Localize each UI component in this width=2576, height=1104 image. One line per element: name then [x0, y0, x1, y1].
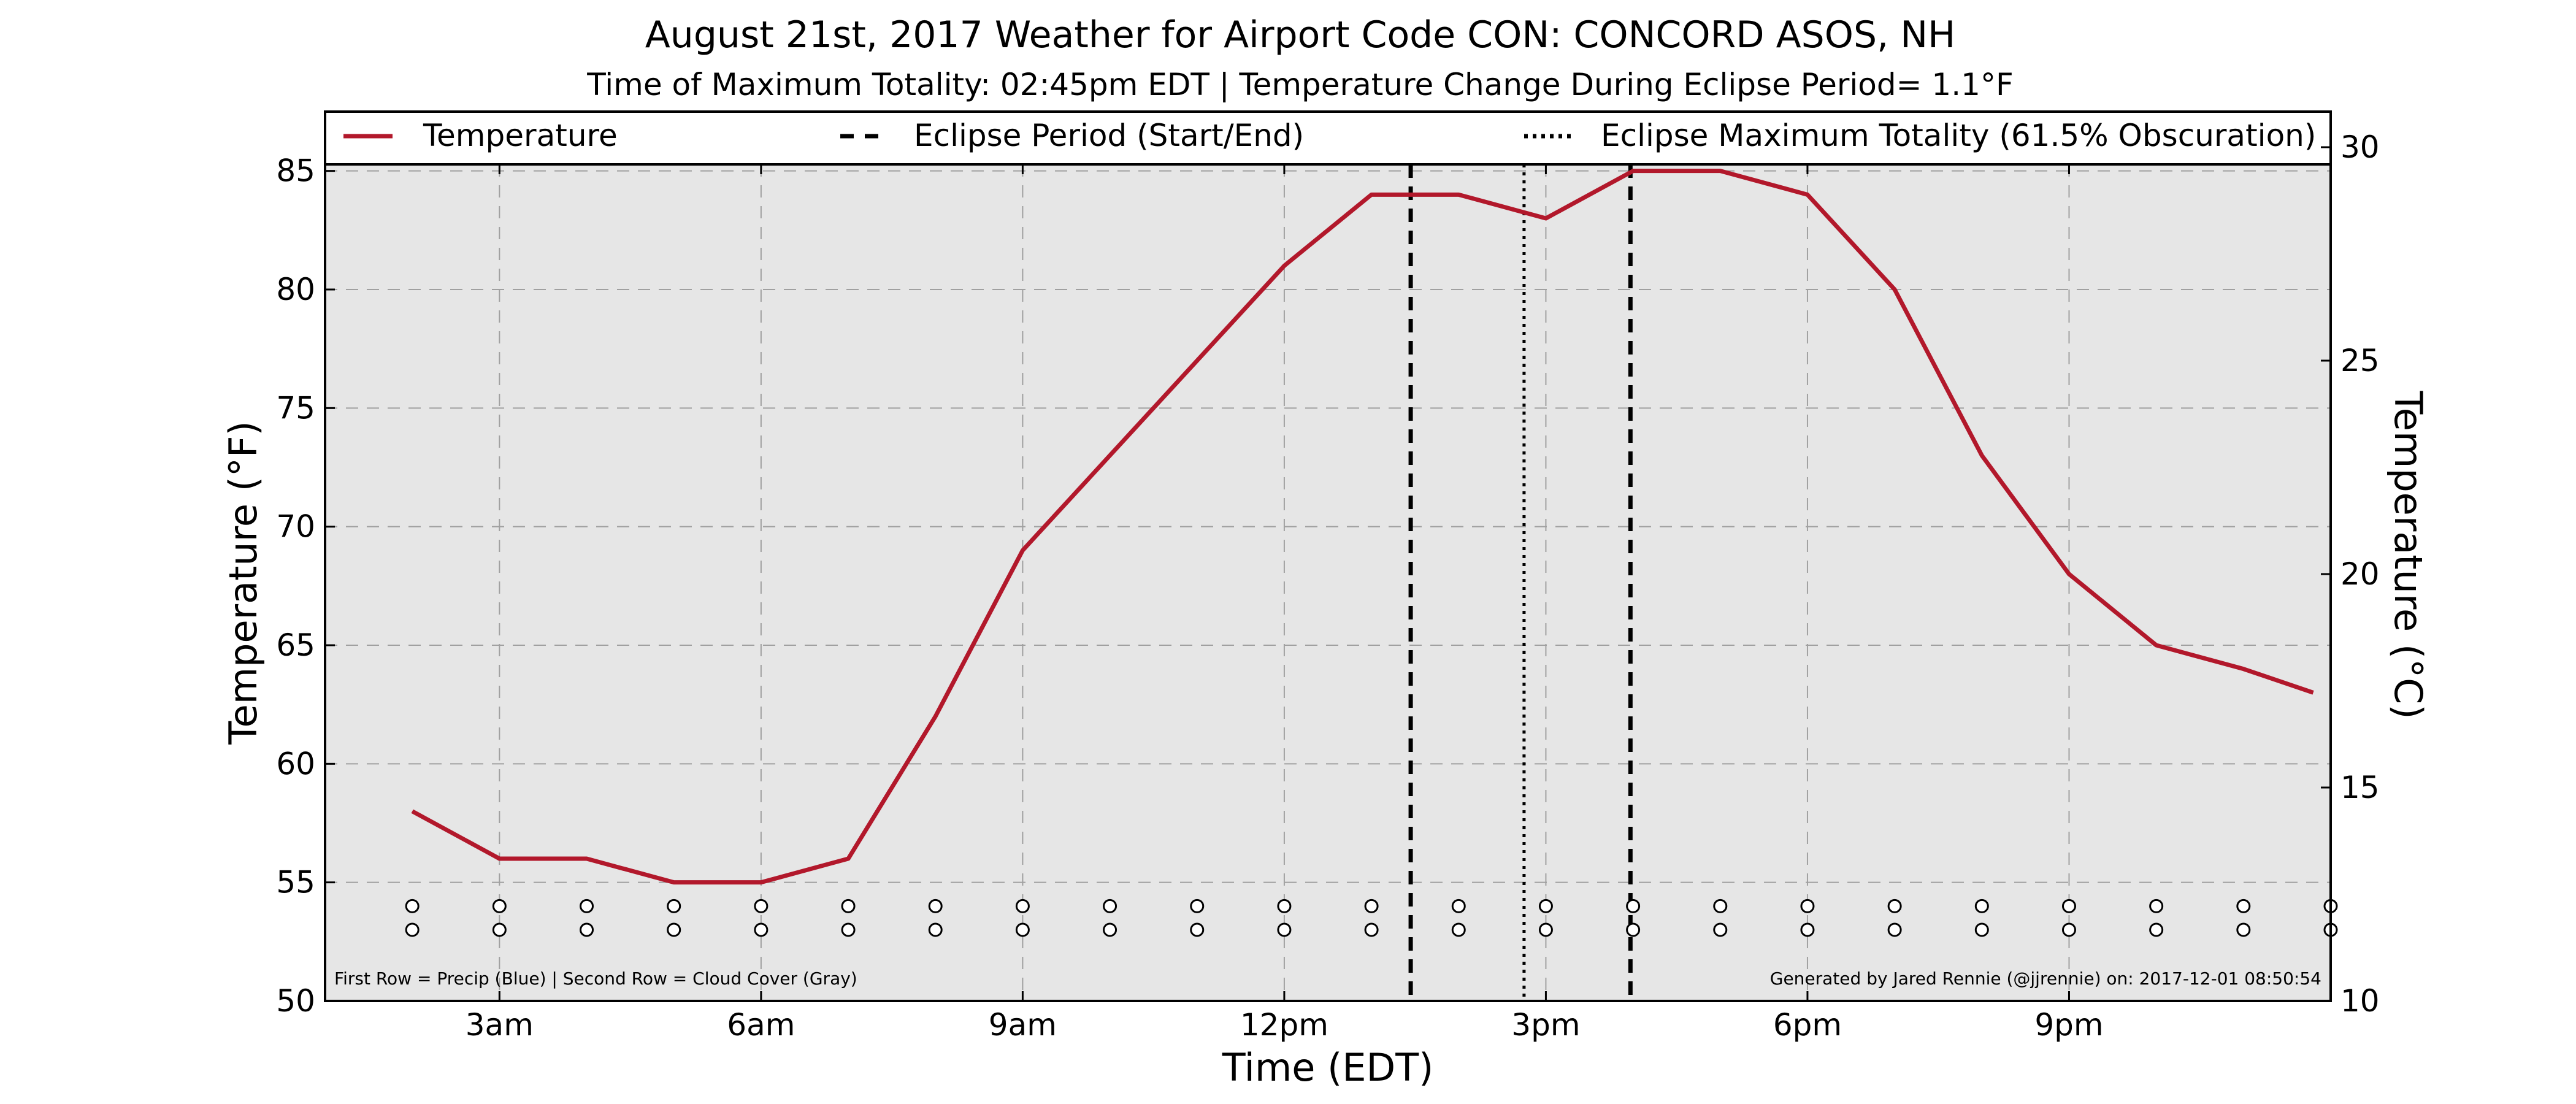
cloud-cover-marker — [1626, 922, 1641, 937]
y-tick-label-right: 30 — [2340, 129, 2380, 165]
chart-title: August 21st, 2017 Weather for Airport Co… — [645, 13, 1955, 56]
precip-marker — [1015, 899, 1030, 913]
cloud-cover-marker — [580, 922, 594, 937]
precip-marker — [754, 899, 769, 913]
precip-marker — [841, 899, 856, 913]
cloud-cover-marker — [1538, 922, 1553, 937]
cloud-cover-marker — [492, 922, 507, 937]
legend-eclipse-max-label: Eclipse Maximum Totality (61.5% Obscurat… — [1601, 118, 2316, 153]
legend-box — [324, 110, 2332, 166]
precip-marker — [1451, 899, 1466, 913]
precip-marker — [1103, 899, 1117, 913]
y-tick-label-left: 50 — [276, 983, 315, 1019]
x-axis-label: Time (EDT) — [1222, 1045, 1434, 1090]
chart-subtitle: Time of Maximum Totality: 02:45pm EDT | … — [586, 67, 2013, 102]
cloud-cover-marker — [1887, 922, 1902, 937]
grid-lines — [325, 164, 2331, 1001]
y-tick-label-right: 20 — [2340, 556, 2380, 592]
cloud-cover-marker — [841, 922, 856, 937]
x-tick-label: 3am — [466, 1007, 534, 1043]
precip-marker — [667, 899, 681, 913]
precip-marker — [2236, 899, 2251, 913]
y-axis-label-left: Temperature (°F) — [221, 421, 266, 745]
cloud-cover-marker — [405, 922, 420, 937]
x-tick-label: 6am — [727, 1007, 795, 1043]
cloud-cover-marker — [1190, 922, 1205, 937]
cloud-cover-marker — [1974, 922, 1989, 937]
eclipse-lines — [1408, 164, 1633, 1001]
precip-marker — [1974, 899, 1989, 913]
series-group — [411, 169, 2314, 885]
x-axis: 3am 6am 9am 12pm 3pm 6pm 9pm — [466, 164, 2104, 1043]
y-tick-label-left: 75 — [276, 390, 315, 426]
precip-marker — [2149, 899, 2164, 913]
y-tick-label-left: 65 — [276, 627, 315, 663]
cloud-cover-marker — [1277, 922, 1292, 937]
y-tick-label-left: 80 — [276, 272, 315, 307]
cloud-cover-marker — [1800, 922, 1815, 937]
cloud-cover-marker — [1451, 922, 1466, 937]
marker-rows — [405, 899, 2338, 937]
precip-marker — [580, 899, 594, 913]
legend: Temperature Eclipse Period (Start/End) E… — [324, 110, 2332, 166]
footnote-left: First Row = Precip (Blue) | Second Row =… — [334, 968, 857, 989]
y-tick-label-left: 55 — [276, 865, 315, 900]
legend-temperature-label: Temperature — [423, 118, 618, 153]
precip-marker — [1277, 899, 1292, 913]
cloud-cover-marker — [754, 922, 769, 937]
cloud-cover-marker — [928, 922, 943, 937]
precip-marker — [1626, 899, 1641, 913]
footnote-right: Generated by Jared Rennie (@jjrennie) on… — [1770, 968, 2321, 989]
cloud-cover-marker — [1103, 922, 1117, 937]
y-axis-right: 10 15 20 25 30 — [2321, 129, 2380, 1019]
legend-eclipse-period-label: Eclipse Period (Start/End) — [914, 118, 1304, 153]
precip-marker — [1538, 899, 1553, 913]
precip-marker — [1887, 899, 1902, 913]
x-tick-label: 3pm — [1511, 1007, 1580, 1043]
precip-marker — [1800, 899, 1815, 913]
precip-marker — [1190, 899, 1205, 913]
y-axis-label-right: Temperature (°C) — [2386, 390, 2431, 719]
precip-marker — [492, 899, 507, 913]
cloud-cover-marker — [2236, 922, 2251, 937]
cloud-cover-marker — [2061, 922, 2076, 937]
cloud-cover-marker — [1713, 922, 1728, 937]
y-tick-label-right: 15 — [2340, 770, 2380, 805]
precip-marker — [2061, 899, 2076, 913]
plot-area — [325, 164, 2331, 1001]
x-tick-label: 6pm — [1773, 1007, 1842, 1043]
y-tick-label-right: 25 — [2340, 343, 2380, 378]
y-tick-label-left: 70 — [276, 509, 315, 545]
precip-marker — [1713, 899, 1728, 913]
precip-marker — [1364, 899, 1379, 913]
precip-marker — [405, 899, 420, 913]
y-axis-left: 50 55 60 65 70 75 80 85 — [276, 153, 335, 1019]
x-tick-label: 9pm — [2034, 1007, 2103, 1043]
y-tick-label-left: 85 — [276, 153, 315, 189]
cloud-cover-marker — [1364, 922, 1379, 937]
precip-marker — [928, 899, 943, 913]
x-tick-label: 12pm — [1240, 1007, 1328, 1043]
cloud-cover-marker — [2149, 922, 2164, 937]
cloud-cover-marker — [1015, 922, 1030, 937]
y-tick-label-left: 60 — [276, 746, 315, 781]
x-tick-label: 9am — [989, 1007, 1057, 1043]
cloud-cover-marker — [667, 922, 681, 937]
y-tick-label-right: 10 — [2340, 983, 2380, 1019]
